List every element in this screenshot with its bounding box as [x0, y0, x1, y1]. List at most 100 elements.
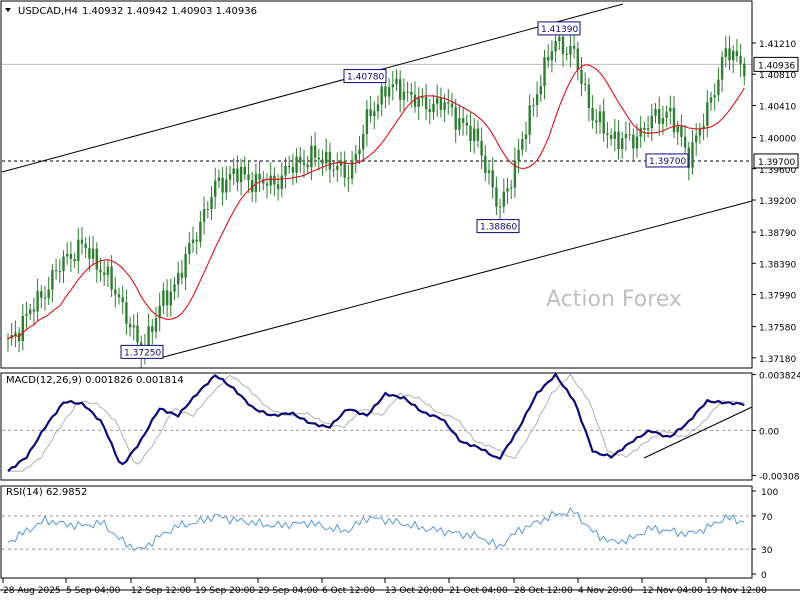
candle-body	[454, 107, 457, 130]
channel-upper-line[interactable]	[1, 3, 624, 173]
candle-body	[535, 94, 539, 106]
candle-body	[387, 87, 391, 97]
candle-body	[624, 134, 628, 139]
time-tick-label: 4 Nov 20:00	[578, 586, 633, 596]
macd-trend-line[interactable]	[643, 406, 753, 459]
candle-body	[132, 325, 135, 328]
candle-body	[739, 56, 742, 64]
candle-body	[661, 117, 665, 124]
candle-body	[691, 142, 694, 168]
candle-body	[328, 151, 332, 170]
candle-body	[672, 107, 676, 133]
candle-body	[639, 127, 642, 137]
price-annotation-label: 1.37250	[124, 348, 161, 358]
candle-body	[587, 84, 591, 109]
candle-body	[195, 239, 198, 242]
candle-body	[380, 86, 383, 105]
candle-body	[258, 173, 261, 180]
candle-body	[513, 160, 517, 188]
candle-body	[29, 309, 32, 315]
candle-body	[236, 168, 239, 183]
price-tick-label: 1.40000	[759, 135, 796, 145]
candle-body	[239, 166, 243, 183]
candle-body	[491, 170, 494, 188]
candle-body	[210, 196, 213, 209]
candle-body	[199, 221, 202, 242]
channel-lower-line[interactable]	[159, 200, 753, 359]
candle-body	[202, 209, 206, 222]
candle-body	[276, 184, 280, 189]
candle-body	[458, 118, 461, 130]
price-tick-label: 1.39600	[759, 166, 796, 176]
candle-body	[569, 45, 572, 55]
candle-body	[580, 69, 583, 84]
candle-body	[506, 188, 509, 192]
candle-body	[410, 91, 413, 95]
candle-body	[487, 170, 491, 173]
candle-body	[99, 269, 102, 273]
symbol-title: USDCAD,H4	[18, 6, 78, 17]
candle-body	[280, 175, 283, 189]
candle-body	[95, 248, 98, 270]
macd-line	[7, 371, 745, 472]
candle-body	[58, 271, 61, 273]
candle-body	[117, 294, 121, 298]
candle-body	[572, 45, 576, 49]
candle-body	[598, 111, 602, 123]
candle-body	[720, 56, 724, 80]
candle-body	[495, 187, 498, 207]
candle-body	[724, 48, 727, 57]
price-annotation-box	[537, 21, 581, 36]
candle-body	[317, 157, 320, 160]
price-annotation-label: 1.38860	[480, 223, 517, 233]
candle-body	[683, 136, 687, 148]
candle-body	[706, 102, 709, 126]
candle-body	[713, 95, 716, 98]
candle-body	[51, 270, 54, 290]
candle-body	[550, 51, 554, 61]
candle-body	[310, 145, 313, 168]
candle-body	[66, 254, 69, 257]
candle-body	[217, 177, 221, 181]
candle-body	[354, 154, 357, 161]
candle-body	[188, 243, 191, 254]
price-tick-label: 1.37580	[759, 324, 796, 334]
candle-body	[517, 149, 520, 161]
dropdown-icon[interactable]	[5, 8, 11, 12]
candle-body	[184, 253, 187, 278]
candle-body	[136, 325, 139, 343]
candle-body	[609, 134, 613, 139]
candle-body	[606, 133, 609, 135]
candle-body	[743, 63, 746, 77]
candle-body	[313, 145, 317, 158]
time-tick-label: 13 Oct 20:00	[385, 586, 444, 596]
candle-body	[498, 206, 502, 208]
time-tick-label: 12 Nov 04:00	[642, 586, 703, 596]
candle-body	[373, 111, 376, 117]
candle-body	[32, 309, 36, 312]
macd-tick-label: 0.003824	[759, 372, 800, 382]
support-price-box	[753, 153, 799, 169]
candle-body	[602, 111, 605, 134]
candle-body	[417, 97, 420, 107]
candle-body	[362, 134, 365, 150]
candle-body	[114, 289, 117, 295]
candle-body	[154, 318, 158, 332]
time-tick-label: 21 Oct 04:00	[449, 586, 508, 596]
candle-body	[91, 248, 95, 259]
candle-body	[632, 134, 635, 149]
candle-body	[565, 53, 568, 55]
candle-body	[147, 326, 150, 346]
candle-body	[221, 177, 224, 193]
candle-body	[325, 151, 328, 164]
candle-body	[595, 120, 598, 123]
price-annotation-box	[476, 219, 520, 234]
candle-body	[103, 272, 106, 275]
candle-body	[306, 164, 309, 168]
candle-body	[110, 266, 113, 290]
candle-body	[643, 127, 646, 130]
candle-body	[402, 91, 406, 100]
candle-body	[395, 79, 398, 85]
candle-body	[735, 51, 739, 57]
